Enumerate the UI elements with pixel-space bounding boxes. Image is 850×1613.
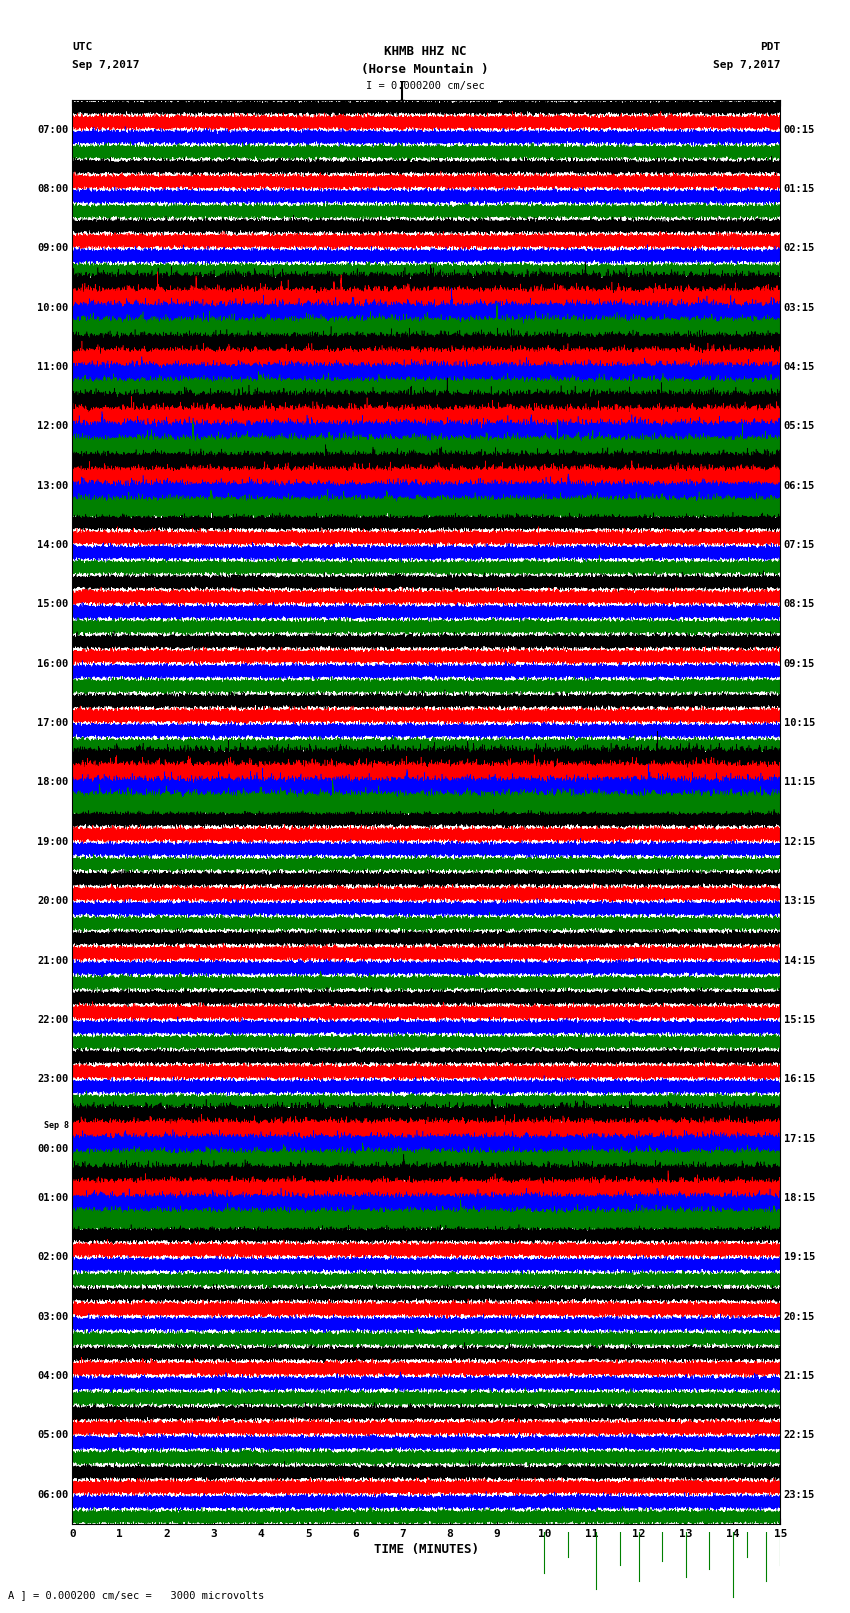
- Text: 03:15: 03:15: [784, 303, 815, 313]
- Text: 09:00: 09:00: [37, 244, 69, 253]
- Text: 12:15: 12:15: [784, 837, 815, 847]
- Text: 17:15: 17:15: [784, 1134, 815, 1144]
- Text: 13:00: 13:00: [37, 481, 69, 490]
- Text: 10:00: 10:00: [37, 303, 69, 313]
- Text: 08:00: 08:00: [37, 184, 69, 194]
- Text: Sep 7,2017: Sep 7,2017: [713, 60, 780, 69]
- Text: 16:00: 16:00: [37, 658, 69, 669]
- Text: 00:15: 00:15: [784, 124, 815, 134]
- Text: 08:15: 08:15: [784, 600, 815, 610]
- Text: 04:00: 04:00: [37, 1371, 69, 1381]
- Text: Sep 7,2017: Sep 7,2017: [72, 60, 139, 69]
- Text: 06:15: 06:15: [784, 481, 815, 490]
- Text: 18:00: 18:00: [37, 777, 69, 787]
- Text: 07:15: 07:15: [784, 540, 815, 550]
- Text: 05:15: 05:15: [784, 421, 815, 431]
- Text: 14:15: 14:15: [784, 955, 815, 966]
- Text: UTC: UTC: [72, 42, 93, 52]
- Text: 21:15: 21:15: [784, 1371, 815, 1381]
- Text: 10:15: 10:15: [784, 718, 815, 727]
- Text: 15:00: 15:00: [37, 600, 69, 610]
- Text: 21:00: 21:00: [37, 955, 69, 966]
- Text: 20:15: 20:15: [784, 1311, 815, 1321]
- Text: 06:00: 06:00: [37, 1490, 69, 1500]
- Text: PDT: PDT: [760, 42, 780, 52]
- Text: 05:00: 05:00: [37, 1431, 69, 1440]
- Text: I = 0.000200 cm/sec: I = 0.000200 cm/sec: [366, 81, 484, 90]
- Text: 15:15: 15:15: [784, 1015, 815, 1024]
- Text: (Horse Mountain ): (Horse Mountain ): [361, 63, 489, 76]
- Text: A ] = 0.000200 cm/sec =   3000 microvolts: A ] = 0.000200 cm/sec = 3000 microvolts: [8, 1590, 264, 1600]
- Text: 04:15: 04:15: [784, 361, 815, 373]
- Text: 14:00: 14:00: [37, 540, 69, 550]
- Text: 11:00: 11:00: [37, 361, 69, 373]
- Text: 07:00: 07:00: [37, 124, 69, 134]
- Text: 20:00: 20:00: [37, 897, 69, 907]
- Text: KHMB HHZ NC: KHMB HHZ NC: [383, 45, 467, 58]
- Text: Sep 8: Sep 8: [43, 1121, 69, 1131]
- Text: 02:00: 02:00: [37, 1252, 69, 1263]
- Text: 01:00: 01:00: [37, 1194, 69, 1203]
- Text: 19:00: 19:00: [37, 837, 69, 847]
- Text: 22:00: 22:00: [37, 1015, 69, 1024]
- Text: 03:00: 03:00: [37, 1311, 69, 1321]
- X-axis label: TIME (MINUTES): TIME (MINUTES): [374, 1544, 479, 1557]
- Text: 16:15: 16:15: [784, 1074, 815, 1084]
- Text: 19:15: 19:15: [784, 1252, 815, 1263]
- Text: 23:00: 23:00: [37, 1074, 69, 1084]
- Text: 13:15: 13:15: [784, 897, 815, 907]
- Text: 02:15: 02:15: [784, 244, 815, 253]
- Text: 12:00: 12:00: [37, 421, 69, 431]
- Text: 22:15: 22:15: [784, 1431, 815, 1440]
- Text: 17:00: 17:00: [37, 718, 69, 727]
- Text: 18:15: 18:15: [784, 1194, 815, 1203]
- Text: 23:15: 23:15: [784, 1490, 815, 1500]
- Text: 09:15: 09:15: [784, 658, 815, 669]
- Text: 01:15: 01:15: [784, 184, 815, 194]
- Text: 00:00: 00:00: [37, 1144, 69, 1153]
- Text: 11:15: 11:15: [784, 777, 815, 787]
